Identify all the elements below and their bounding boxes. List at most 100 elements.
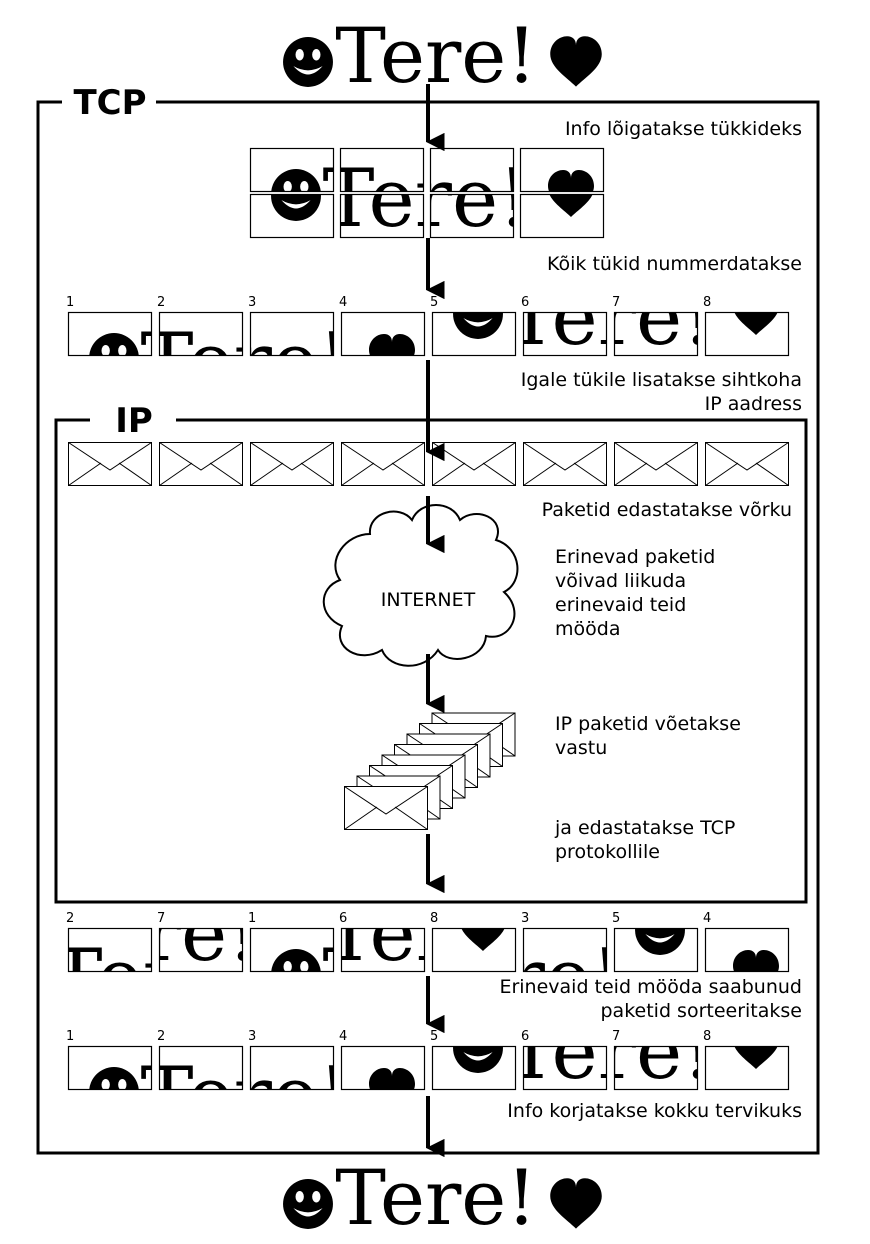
step-sort-line-2: paketid sorteeritakse [601,1000,803,1022]
chunk-number: 4 [703,911,711,926]
svg-text:Tere!: Tere! [505,273,712,363]
svg-text:Tere!: Tere! [142,1051,349,1141]
heart-icon [550,1178,602,1229]
step-address-line-1: Igale tükile lisatakse sihtkoha [521,369,802,391]
svg-text:Tere!: Tere! [323,153,530,243]
svg-text:Tere!: Tere! [323,155,530,245]
svg-text:Tere!: Tere! [323,153,530,243]
chunk-number: 2 [157,295,165,310]
title-word: Tere! [335,11,537,100]
chunk-number: 8 [703,295,711,310]
chunk-number: 8 [703,1029,711,1044]
envelope-icon [341,442,425,486]
chunk-number: 6 [339,911,347,926]
svg-text:Tere!: Tere! [506,273,713,363]
chunk-number: 5 [430,295,438,310]
routes-line-2: võivad liikuda [555,570,686,592]
svg-text:Tere!: Tere! [416,933,623,1023]
svg-text:Tere!: Tere! [235,889,442,979]
split-piece: Tere! [323,147,530,243]
chunk-cell: 5 Tere! [430,1007,712,1097]
svg-text:Tere!: Tere! [506,1007,713,1097]
envelope-icon [159,442,243,486]
svg-text:Tere!: Tere! [323,153,530,243]
svg-text:Tere!: Tere! [507,1007,714,1097]
handoff-line-2: protokollile [555,841,660,863]
step-forward-text: Paketid edastatakse võrku [542,499,792,521]
svg-text:Tere!: Tere! [323,933,530,1023]
step-assemble-text: Info korjatakse kokku tervikuks [507,1100,802,1122]
chunk-number: 1 [66,295,74,310]
svg-text:Tere!: Tere! [144,1051,351,1141]
svg-text:Tere!: Tere! [323,153,530,243]
chunk-number: 3 [248,295,256,310]
chunk-cell: 4 Tere! [144,1029,426,1141]
svg-text:Tere!: Tere! [505,1007,712,1097]
chunk-number: 4 [339,1029,347,1044]
chunk-number: 3 [248,1029,256,1044]
routes-line-3: erinevaid teid [555,594,686,616]
routes-line-4: mööda [555,618,620,640]
title-word-bottom: Tere! [335,1153,537,1242]
split-piece: Tere! [249,155,530,245]
envelope-icon [250,442,334,486]
chunk-cell: 1 Tere! [248,911,530,1023]
ip-frame: IP [54,401,808,904]
handoff-line-1: ja edastatakse TCP [554,817,735,839]
envelope-icon [614,442,698,486]
chunk-number: 6 [521,1029,529,1044]
svg-text:Tere!: Tere! [144,317,351,407]
svg-text:Tere!: Tere! [143,1051,350,1141]
svg-text:Tere!: Tere! [141,1051,348,1141]
chunk-cell: 2 Tere! [142,1029,349,1141]
svg-text:Tere!: Tere! [143,317,350,407]
envelope-icon [705,442,789,486]
chunk-number: 4 [339,295,347,310]
chunk-cell: 3 Tere! [143,1029,350,1141]
svg-text:Tere!: Tere! [508,1007,715,1097]
tcp-label: TCP [73,83,146,123]
chunk-cell: 5 Tere! [430,273,712,363]
chunk-cell: 3 Tere! [143,295,350,407]
chunk-number: 7 [612,295,620,310]
title-top: Tere! [283,11,602,100]
svg-text:Tere!: Tere! [324,889,531,979]
envelope-icon [344,786,428,830]
chunk-number: 6 [521,295,529,310]
envelope-icon [432,442,516,486]
split-piece: Tere! [323,155,530,245]
routes-line-1: Erinevad paketid [555,546,715,568]
split-piece: Tere! [323,147,605,243]
chunk-number: 1 [248,911,256,926]
chunk-number: 8 [430,911,438,926]
svg-text:Tere!: Tere! [323,155,530,245]
svg-text:Tere!: Tere! [323,155,530,245]
split-piece: Tere! [323,147,530,243]
envelope-stack [344,712,516,830]
cloud-icon: INTERNET [322,504,519,667]
chunk-cell: 5 Tere! [612,911,699,973]
svg-text:Tere!: Tere! [323,155,530,245]
chunk-cell: 4 Tere! [703,911,790,973]
step-sort-line-1: Erinevaid teid mööda saabunud [499,976,802,998]
chunk-number: 7 [157,911,165,926]
chunk-cell: 3 Tere! [416,911,623,1023]
svg-text:Tere!: Tere! [52,889,259,979]
chunk-number: 5 [612,911,620,926]
chunk-number: 5 [430,1029,438,1044]
chunk-cell: 2 Tere! [142,295,349,407]
split-piece: Tere! [323,155,605,245]
envelope-icon [68,442,152,486]
svg-text:Tere!: Tere! [142,317,349,407]
chunk-number: 2 [66,911,74,926]
